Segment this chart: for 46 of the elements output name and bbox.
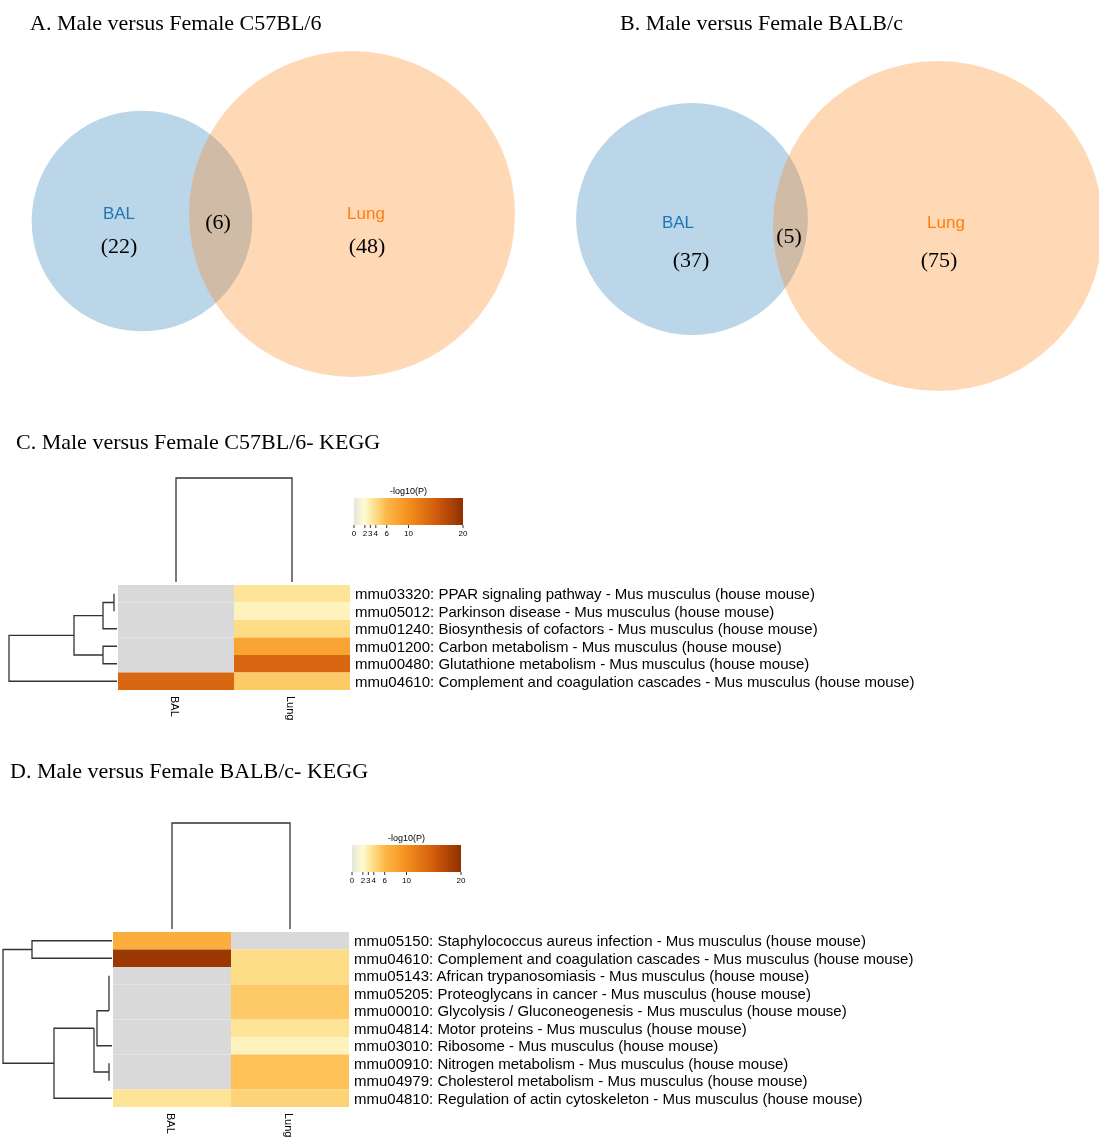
category-label: BAL <box>661 213 695 232</box>
y-tick-label: mmu03010: Ribosome - Mus musculus (house mouse) <box>354 1037 719 1054</box>
y-tick-label: mmu05150: Staphylococcus aureus infection - Mus musculus (house mouse) <box>354 932 866 949</box>
text: (6) <box>205 209 231 234</box>
color-bar-label: 4 <box>371 876 377 885</box>
y-tick-label: mmu01200: Carbon metabolism - Mus musculus (house mouse) <box>355 637 782 655</box>
color-bar-label: 4 <box>373 529 379 538</box>
y-tick-label: mmu04610: Complement and coagulation cascades - Mus musculus (house mouse) <box>355 672 915 690</box>
text: (5) <box>776 223 802 248</box>
text: A. Male versus Female C57BL/6 <box>30 10 322 35</box>
color-bar-label: 3 <box>366 876 372 885</box>
color-bar-label: 0 <box>349 876 355 885</box>
color-bar-label: 2 <box>362 529 368 538</box>
color-bar-label: 2 <box>360 876 366 885</box>
chart-title: D. Male versus Female BALB/c- KEGG <box>10 758 369 783</box>
color-bar-label: 3 <box>368 529 374 538</box>
category-label: Lung <box>347 204 385 223</box>
y-tick-label: mmu05012: Parkinson disease - Mus musculus (house mouse) <box>355 602 775 620</box>
y-tick-label: mmu04814: Motor proteins - Mus musculus (house mouse) <box>354 1019 747 1037</box>
data-label: (48) <box>348 233 386 258</box>
color-bar-title: -log10(P) <box>387 833 426 843</box>
y-tick-label: mmu00910: Nitrogen metabolism - Mus musculus (house mouse) <box>354 1054 789 1072</box>
y-tick-label: mmu05205: Proteoglycans in cancer - Mus musculus (house mouse) <box>354 984 811 1002</box>
color-bar-title: -log10(P) <box>389 486 428 496</box>
y-tick-label: mmu00010: Glycolysis / Gluconeogenesis - Mus musculus (house mouse) <box>354 1002 847 1019</box>
category-label: BAL <box>102 204 136 223</box>
color-bar-label: 6 <box>384 529 390 538</box>
y-tick-label: mmu03320: PPAR signaling pathway - Mus musculus (house mouse) <box>355 585 815 602</box>
data-label: (37) <box>672 247 710 272</box>
color-bar-label: 20 <box>456 876 466 885</box>
color-bar-label: 10 <box>404 529 414 538</box>
y-tick-label: mmu01240: Biosynthesis of cofactors - Mus musculus (house mouse) <box>355 620 818 637</box>
y-tick-label: mmu04810: Regulation of actin cytoskeleton - Mus musculus (house mouse) <box>354 1089 863 1107</box>
color-bar-label: 0 <box>351 529 357 538</box>
color-bar-label: 6 <box>382 876 388 885</box>
color-bar-label: 10 <box>402 876 412 885</box>
category-label: Lung <box>927 213 965 232</box>
chart-title: C. Male versus Female C57BL/6- KEGG <box>16 429 381 454</box>
y-tick-label: mmu04610: Complement and coagulation cascades - Mus musculus (house mouse) <box>354 949 914 967</box>
y-tick-label: mmu04979: Cholesterol metabolism - Mus musculus (house mouse) <box>354 1072 808 1089</box>
data-label: (75) <box>920 247 958 272</box>
y-tick-label: mmu00480: Glutathione metabolism - Mus musculus (house mouse) <box>355 655 810 672</box>
color-bar-label: 20 <box>458 529 468 538</box>
text: B. Male versus Female BALB/c <box>620 10 904 35</box>
data-label: (22) <box>100 233 138 258</box>
y-tick-label: mmu05143: African trypanosomiasis - Mus musculus (house mouse) <box>354 967 810 984</box>
